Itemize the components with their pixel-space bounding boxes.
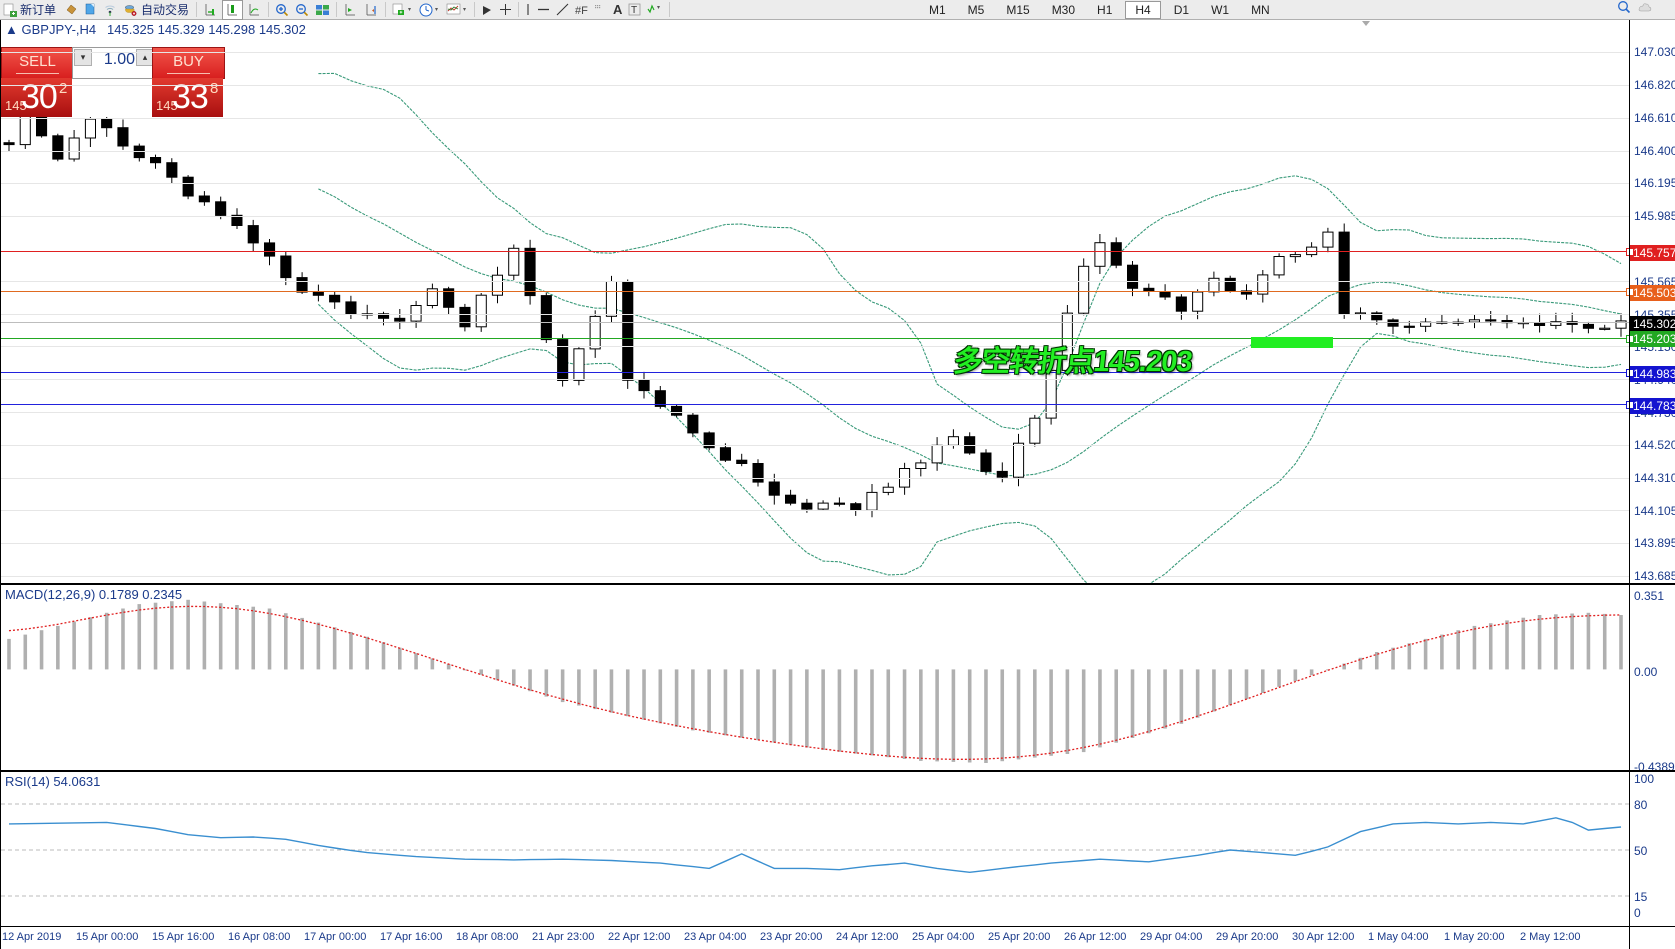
svg-text:#F: #F	[575, 5, 588, 16]
svg-text:T: T	[631, 5, 637, 16]
